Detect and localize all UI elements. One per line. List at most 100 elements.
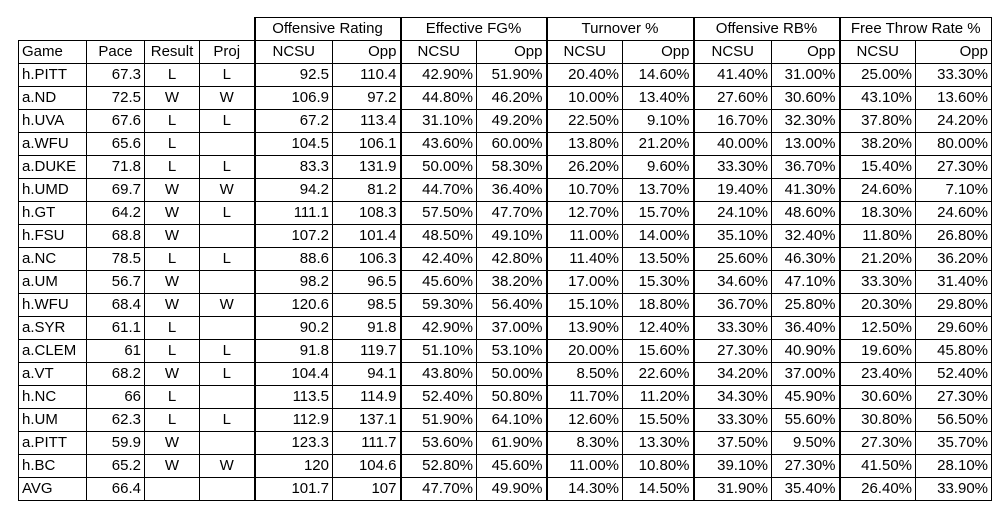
cell-result: W — [144, 201, 200, 225]
cell-orb-opp: 9.50% — [771, 431, 840, 455]
cell-efg-ncsu: 52.40% — [399, 385, 477, 409]
cell-orb-ncsu: 40.00% — [692, 132, 772, 156]
cell-ortg-ncsu: 104.5 — [253, 132, 333, 156]
cell-orb-opp: 48.60% — [771, 201, 840, 225]
cell-orb-opp: 31.00% — [771, 63, 840, 87]
cell-result: W — [144, 454, 200, 478]
table-row: h.WFU 68.4 W W 120.6 98.5 59.30% 56.40% 15.10% 18… — [18, 293, 992, 317]
cell-orb-opp: 25.80% — [771, 293, 840, 317]
cell-ortg-opp: 104.6 — [332, 454, 401, 478]
cell-proj: W — [199, 178, 255, 202]
cell-ortg-opp: 96.5 — [332, 270, 401, 294]
cell-orb-ncsu: 16.70% — [692, 109, 772, 133]
cell-ftr-opp: 26.80% — [915, 224, 992, 248]
cell-efg-ncsu: 53.60% — [399, 431, 477, 455]
group-offensive-rating: Offensive Rating — [253, 17, 401, 41]
cell-orb-ncsu: 37.50% — [692, 431, 772, 455]
cell-tov-ncsu: 20.00% — [545, 339, 623, 363]
cell-result: W — [144, 270, 200, 294]
cell-proj — [199, 270, 255, 294]
cell-ortg-opp: 110.4 — [332, 63, 401, 87]
cell-game: a.VT — [18, 362, 87, 386]
cell-efg-ncsu: 44.80% — [399, 86, 477, 110]
cell-orb-ncsu: 33.30% — [692, 316, 772, 340]
cell-pace: 64.2 — [86, 201, 145, 225]
cell-pace: 65.6 — [86, 132, 145, 156]
cell-proj: W — [199, 293, 255, 317]
cell-result: L — [144, 385, 200, 409]
cell-ortg-opp: 98.5 — [332, 293, 401, 317]
cell-efg-opp: 53.10% — [476, 339, 547, 363]
cell-pace: 71.8 — [86, 155, 145, 179]
header-ncsu: NCSU — [838, 40, 916, 64]
cell-ftr-opp: 33.30% — [915, 63, 992, 87]
cell-orb-ncsu: 34.20% — [692, 362, 772, 386]
table-row: h.UMD 69.7 W W 94.2 81.2 44.70% 36.40% 10.70% 13.… — [18, 178, 992, 202]
cell-orb-ncsu: 25.60% — [692, 247, 772, 271]
cell-efg-opp: 61.90% — [476, 431, 547, 455]
table-row: a.DUKE 71.8 L L 83.3 131.9 50.00% 58.30% 26.20% 9… — [18, 155, 992, 179]
cell-ortg-opp: 81.2 — [332, 178, 401, 202]
cell-ortg-ncsu: 90.2 — [253, 316, 333, 340]
cell-tov-ncsu: 22.50% — [545, 109, 623, 133]
cell-efg-opp: 36.40% — [476, 178, 547, 202]
cell-tov-ncsu: 12.70% — [545, 201, 623, 225]
cell-tov-opp: 11.20% — [622, 385, 694, 409]
table-row: a.VT 68.2 W L 104.4 94.1 43.80% 50.00% 8.50% 22.6… — [18, 362, 992, 386]
cell-proj — [199, 477, 255, 501]
cell-ftr-ncsu: 24.60% — [838, 178, 916, 202]
cell-ftr-opp: 56.50% — [915, 408, 992, 432]
cell-orb-opp: 35.40% — [771, 477, 840, 501]
cell-tov-ncsu: 12.60% — [545, 408, 623, 432]
cell-efg-ncsu: 45.60% — [399, 270, 477, 294]
cell-ftr-ncsu: 33.30% — [838, 270, 916, 294]
cell-ortg-ncsu: 98.2 — [253, 270, 333, 294]
cell-result: L — [144, 63, 200, 87]
cell-efg-opp: 37.00% — [476, 316, 547, 340]
sub-header-row: Game Pace Result Proj NCSU Opp NCSU Opp … — [18, 40, 992, 64]
cell-ortg-opp: 108.3 — [332, 201, 401, 225]
cell-ftr-ncsu: 26.40% — [838, 477, 916, 501]
cell-game: h.UMD — [18, 178, 87, 202]
cell-ftr-ncsu: 43.10% — [838, 86, 916, 110]
cell-proj — [199, 224, 255, 248]
cell-proj: L — [199, 339, 255, 363]
cell-efg-ncsu: 48.50% — [399, 224, 477, 248]
cell-orb-opp: 36.70% — [771, 155, 840, 179]
cell-pace: 72.5 — [86, 86, 145, 110]
cell-efg-opp: 64.10% — [476, 408, 547, 432]
cell-ortg-opp: 137.1 — [332, 408, 401, 432]
cell-ftr-opp: 31.40% — [915, 270, 992, 294]
cell-efg-ncsu: 42.90% — [399, 63, 477, 87]
table-row: a.PITT 59.9 W 123.3 111.7 53.60% 61.90% 8.30% 13… — [18, 431, 992, 455]
group-header-row: Offensive Rating Effective FG% Turnover … — [19, 17, 992, 41]
stats-table: Offensive Rating Effective FG% Turnover … — [18, 17, 992, 501]
cell-pace: 68.8 — [86, 224, 145, 248]
cell-proj: L — [199, 362, 255, 386]
cell-orb-ncsu: 39.10% — [692, 454, 772, 478]
cell-efg-ncsu: 42.90% — [399, 316, 477, 340]
cell-efg-ncsu: 52.80% — [399, 454, 477, 478]
cell-ortg-ncsu: 107.2 — [253, 224, 333, 248]
cell-ftr-opp: 27.30% — [915, 385, 992, 409]
table-row: h.NC 66 L 113.5 114.9 52.40% 50.80% 11.70% 11.20… — [18, 385, 992, 409]
cell-ortg-ncsu: 83.3 — [253, 155, 333, 179]
cell-ftr-ncsu: 30.80% — [838, 408, 916, 432]
cell-result: L — [144, 247, 200, 271]
cell-tov-opp: 12.40% — [622, 316, 694, 340]
cell-ortg-ncsu: 101.7 — [253, 477, 333, 501]
cell-game: a.DUKE — [18, 155, 87, 179]
cell-efg-opp: 58.30% — [476, 155, 547, 179]
cell-ftr-ncsu: 18.30% — [838, 201, 916, 225]
cell-efg-ncsu: 50.00% — [399, 155, 477, 179]
cell-orb-opp: 41.30% — [771, 178, 840, 202]
cell-game: a.WFU — [18, 132, 87, 156]
cell-game: a.PITT — [18, 431, 87, 455]
cell-ortg-ncsu: 123.3 — [253, 431, 333, 455]
cell-orb-opp: 13.00% — [771, 132, 840, 156]
cell-ftr-opp: 28.10% — [915, 454, 992, 478]
cell-orb-opp: 46.30% — [771, 247, 840, 271]
cell-ftr-opp: 36.20% — [915, 247, 992, 271]
cell-pace: 59.9 — [86, 431, 145, 455]
cell-pace: 62.3 — [86, 408, 145, 432]
